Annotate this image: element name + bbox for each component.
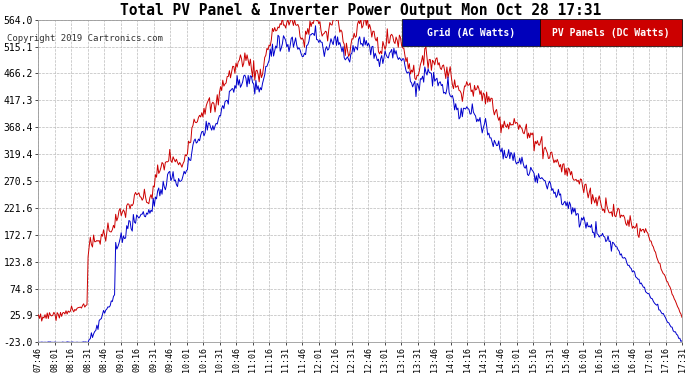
- Title: Total PV Panel & Inverter Power Output Mon Oct 28 17:31: Total PV Panel & Inverter Power Output M…: [119, 3, 601, 18]
- Text: Grid (AC Watts): Grid (AC Watts): [427, 28, 515, 38]
- FancyBboxPatch shape: [540, 19, 682, 46]
- Text: Copyright 2019 Cartronics.com: Copyright 2019 Cartronics.com: [7, 34, 163, 43]
- Text: PV Panels (DC Watts): PV Panels (DC Watts): [553, 28, 670, 38]
- FancyBboxPatch shape: [402, 19, 540, 46]
